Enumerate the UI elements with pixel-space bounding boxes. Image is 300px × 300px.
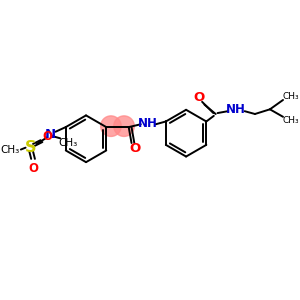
Text: O: O: [28, 162, 38, 175]
Text: CH₃: CH₃: [282, 92, 299, 101]
Text: CH₃: CH₃: [0, 145, 19, 154]
Text: S: S: [25, 140, 36, 155]
Text: NH: NH: [138, 117, 158, 130]
Circle shape: [101, 116, 121, 136]
Text: O: O: [42, 130, 52, 143]
Text: O: O: [130, 142, 141, 155]
Text: CH₃: CH₃: [282, 116, 299, 125]
Text: N: N: [45, 128, 56, 141]
Text: O: O: [193, 91, 205, 104]
Text: NH: NH: [226, 103, 246, 116]
Text: CH₃: CH₃: [58, 138, 77, 148]
Circle shape: [114, 116, 134, 136]
